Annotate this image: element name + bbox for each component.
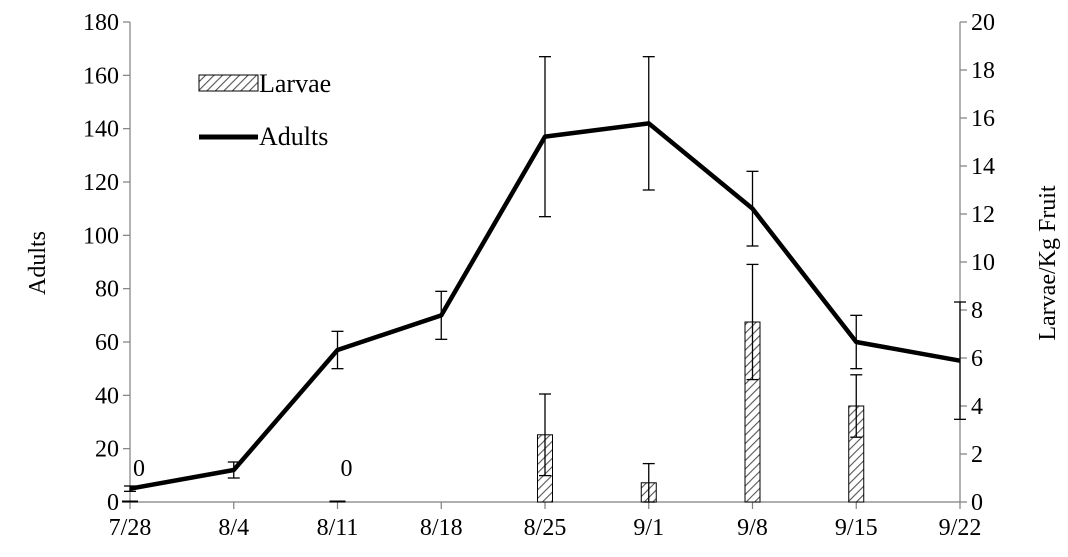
x-tick-label: 8/11 xyxy=(317,515,359,541)
y-tick-label: 180 xyxy=(83,10,119,36)
y2-axis-label: Larvae/Kg Fruit xyxy=(1035,185,1061,341)
larvae-error-bar xyxy=(539,393,551,477)
legend-larvae-swatch xyxy=(198,74,259,92)
larvae-bar xyxy=(122,500,138,503)
y2-tick-label: 12 xyxy=(971,202,995,228)
y-tick-label: 20 xyxy=(95,437,119,463)
y-tick-label: 0 xyxy=(107,490,119,516)
x-tick-label: 8/18 xyxy=(420,515,463,541)
x-tick-label: 8/25 xyxy=(524,515,567,541)
y-tick-label: 60 xyxy=(95,330,119,356)
bar-data-label: 0 xyxy=(341,456,353,482)
y-tick-label: 120 xyxy=(83,170,119,196)
y2-tick-label: 8 xyxy=(971,298,983,324)
y-axis-label: Adults xyxy=(25,231,51,295)
adults-error-bar xyxy=(954,301,966,420)
y2-tick-label: 2 xyxy=(971,442,983,468)
y-tick-label: 100 xyxy=(83,223,119,249)
x-tick-label: 9/8 xyxy=(737,515,768,541)
legend: Larvae Adults xyxy=(198,69,331,151)
legend-larvae-label: Larvae xyxy=(259,69,331,98)
y2-tick-label: 18 xyxy=(971,58,995,84)
y2-tick-label: 0 xyxy=(971,490,983,516)
bar-data-label: 0 xyxy=(133,456,145,482)
y2-tick-label: 4 xyxy=(971,394,983,420)
y-tick-label: 80 xyxy=(95,277,119,303)
adults-error-bar xyxy=(435,290,448,340)
y2-tick-label: 6 xyxy=(971,346,983,372)
x-tick-label: 9/22 xyxy=(939,515,982,541)
y2-tick-label: 20 xyxy=(971,10,995,36)
y2-tick-label: 10 xyxy=(971,250,995,276)
y-tick-label: 40 xyxy=(95,383,119,409)
x-tick-label: 7/28 xyxy=(109,515,152,541)
y-tick-label: 160 xyxy=(83,63,119,89)
larvae-error-bar xyxy=(746,263,759,381)
axes: 0 20 40 60 80 100 120 140 160 180 0 2 4 6 8 10 12 14 16 18 2… xyxy=(83,10,995,541)
y2-tick-label: 16 xyxy=(971,106,995,132)
legend-adults-label: Adults xyxy=(259,122,328,151)
x-tick-label: 8/4 xyxy=(218,515,249,541)
adults-line-group xyxy=(124,56,966,492)
adults-error-bar xyxy=(331,330,344,370)
adults-error-bar xyxy=(746,170,759,247)
x-tick-label: 9/15 xyxy=(835,515,878,541)
larvae-error-bar xyxy=(850,374,863,438)
x-tick-label: 9/1 xyxy=(633,515,664,541)
larvae-error-bar xyxy=(642,462,655,503)
adults-error-bar xyxy=(124,485,136,492)
adults-error-bar xyxy=(850,314,863,370)
adults-error-bar xyxy=(227,461,240,479)
adults-error-bar xyxy=(539,56,551,218)
y2-tick-label: 14 xyxy=(971,154,995,180)
larvae-bar xyxy=(329,500,346,503)
y-tick-label: 140 xyxy=(83,117,119,143)
adults-error-bar xyxy=(642,56,655,191)
bars xyxy=(122,263,865,503)
